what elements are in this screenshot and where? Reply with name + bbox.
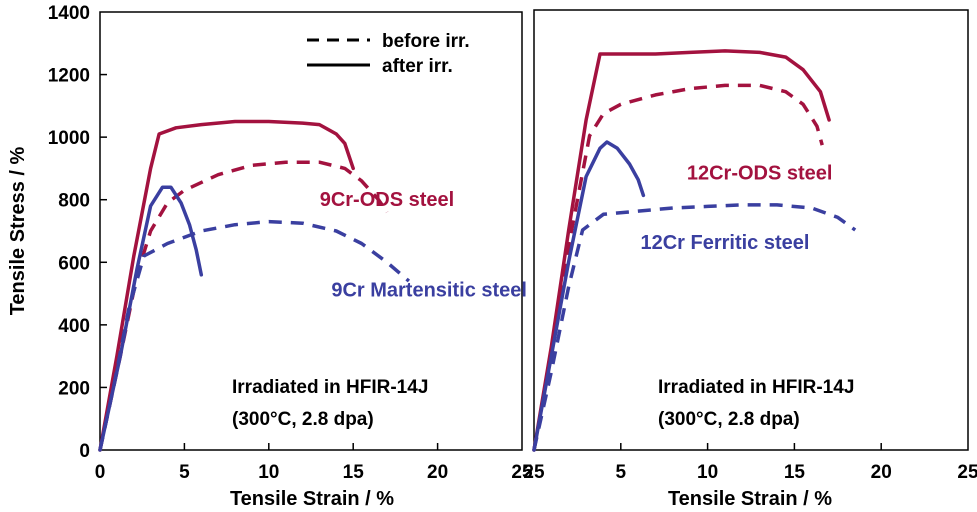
x-axis-ticks-9cr: 0 5 10 15 20 25	[95, 443, 533, 483]
y-tick-label: 800	[58, 191, 90, 212]
y-tick-label: 200	[58, 378, 90, 399]
x-tick-label: 5	[179, 462, 190, 483]
series-labels-12cr: 12Cr-ODS steel 12Cr Ferritic steel	[640, 163, 832, 254]
curve-12cr-ods-steel-after-irr	[532, 49, 831, 452]
x-tick-label: 5	[616, 462, 627, 483]
legend: before irr. after irr.	[307, 31, 470, 77]
panel-12cr: 25 5 10 15 20 25 12Cr-ODS steel 12Cr Ferritic …	[523, 9, 977, 510]
irradiation-note-line1-12cr: Irradiated in HFIR-14J	[658, 377, 854, 398]
curve-9cr-ods-steel-after-irr	[98, 119, 355, 452]
series-label: 12Cr-ODS steel	[687, 163, 833, 185]
irradiation-note-line1-9cr: Irradiated in HFIR-14J	[232, 377, 428, 398]
x-tick-label: 10	[258, 462, 279, 483]
curves-9cr	[98, 119, 411, 452]
legend-label-after: after irr.	[382, 56, 453, 77]
curve-9cr-martensitic-steel-before-irr	[98, 219, 411, 451]
curve-12cr-ods-steel-before-irr	[532, 83, 824, 451]
y-tick-label: 0	[79, 441, 90, 462]
y-tick-label: 1000	[48, 128, 90, 149]
y-tick-label: 600	[58, 253, 90, 274]
series-label: 12Cr Ferritic steel	[640, 232, 809, 254]
panel-9cr: 0 200 400 600 800 1000 1200 1400 0 5 10 15 20 25 9Cr…	[7, 3, 533, 510]
legend-label-before: before irr.	[382, 31, 470, 52]
y-axis-title: Tensile Stress / %	[7, 146, 29, 315]
x-axis-ticks-12cr: 25 5 10 15 20 25	[523, 443, 977, 483]
x-tick-label: 20	[427, 462, 448, 483]
x-tick-label: 15	[784, 462, 806, 483]
irradiation-note-line2-9cr: (300°C, 2.8 dpa)	[232, 409, 374, 430]
curve-12cr-ferritic-steel-after-irr	[532, 140, 646, 452]
series-label: 9Cr-ODS steel	[320, 189, 455, 211]
x-tick-label: 15	[343, 462, 365, 483]
series-labels-9cr: 9Cr-ODS steel 9Cr Martensitic steel	[320, 189, 527, 302]
x-axis-title-12cr: Tensile Strain / %	[668, 488, 832, 510]
series-label: 9Cr Martensitic steel	[331, 280, 527, 302]
plot-frame-9cr	[99, 11, 523, 451]
plot-frame-12cr	[533, 9, 969, 451]
y-tick-label: 1400	[48, 3, 90, 24]
curves-12cr	[532, 49, 857, 452]
y-axis-ticks-9cr: 0 200 400 600 800 1000 1200 1400	[48, 3, 107, 462]
x-tick-label: 25	[523, 462, 545, 483]
x-tick-label: 0	[95, 462, 106, 483]
x-tick-label: 25	[957, 462, 977, 483]
x-tick-label: 10	[697, 462, 718, 483]
y-tick-label: 400	[58, 316, 90, 337]
x-axis-title-9cr: Tensile Strain / %	[230, 488, 394, 510]
irradiation-note-line2-12cr: (300°C, 2.8 dpa)	[658, 409, 800, 430]
y-tick-label: 1200	[48, 66, 90, 87]
x-tick-label: 20	[871, 462, 892, 483]
x-tick-label: 25	[511, 462, 533, 483]
